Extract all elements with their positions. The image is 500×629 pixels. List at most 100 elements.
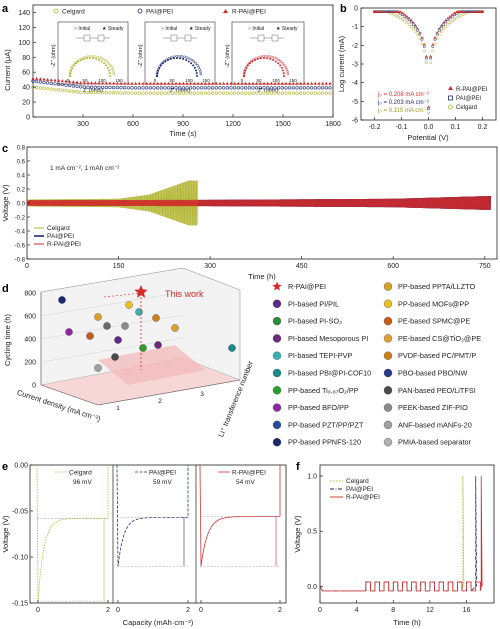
legend-d-left-0: R-PAI@PEI — [288, 282, 326, 291]
ytick-label-d-2: 2 — [158, 398, 162, 405]
point-a-pai — [269, 86, 273, 90]
xtick-label-a-1500: 1500 — [275, 121, 291, 128]
ytick-label-a-120: 120 — [18, 25, 30, 32]
point-a-celgard — [299, 91, 303, 95]
point-b-celgard — [444, 25, 448, 29]
point-a-celgard — [64, 88, 68, 93]
point-a-celgard — [90, 90, 94, 95]
legend-d-left-4: PI-based TEPI-PVP — [288, 351, 352, 360]
xtick-label-b-0.1: 0.1 — [451, 124, 461, 131]
legend-e-name-0: Celgard — [69, 470, 92, 477]
point-a-pai — [328, 86, 332, 90]
inset-xtick-0: 0 — [241, 78, 244, 83]
point-b-pai — [418, 32, 422, 36]
xtick-label-e-0: 0 — [199, 607, 203, 614]
point-a-celgard — [68, 89, 72, 93]
point-a-rpai — [174, 81, 178, 85]
panel-a-insets: ○ Initial ★ Steady Z' (ohm) -Z'' (ohm) 0 50 10… — [51, 21, 305, 94]
panel-c-ylabel: Voltage (V) — [1, 184, 10, 222]
point-a-rpai — [167, 81, 171, 85]
xtick-label-a-600: 600 — [127, 121, 139, 128]
point-b-pai — [429, 56, 432, 60]
point-a-rpai — [225, 81, 229, 85]
point-a-rpai — [244, 81, 248, 85]
legend-b-marker-pai — [448, 95, 453, 101]
point-a-celgard — [302, 91, 306, 95]
point-a-pai — [299, 86, 303, 90]
inset-steady-point — [243, 69, 246, 72]
inset-legend-steady: ★ Steady — [102, 26, 124, 32]
point-a-pai — [196, 86, 200, 90]
legend-b-celgard: Celgard — [456, 105, 477, 111]
inset-steady-point — [282, 72, 285, 75]
series-c-rpai — [26, 195, 491, 211]
inset-steady-point — [187, 60, 190, 63]
legend-d-right-0: PP-based PPTA/LLZTO — [398, 282, 476, 291]
point-b-celgard — [431, 49, 435, 53]
legend-b-pai: PAI@PEI — [456, 96, 481, 102]
point-b-rpai — [435, 30, 439, 34]
inset-xtick-100: 100 — [272, 78, 280, 83]
inset-initial-point — [197, 66, 201, 69]
point-b-rpai — [455, 10, 458, 13]
point-b-celgard — [424, 61, 428, 65]
point-a-pai — [251, 86, 255, 90]
point-a-pai — [156, 86, 160, 90]
ytick-label-b--5: -5 — [352, 99, 358, 106]
point-a-pai — [163, 86, 167, 90]
inset-steady-point — [108, 69, 111, 72]
point-a-celgard — [321, 91, 325, 95]
point-b-celgard — [427, 111, 430, 115]
ytick-label-a-0: 0 — [26, 115, 30, 122]
point-a-pai — [82, 85, 86, 89]
ytick-label-c--0.8: -0.8 — [15, 258, 26, 264]
ytick-label-e--0.05: -0.05 — [12, 509, 28, 516]
panel-e-frame — [29, 464, 287, 604]
point-a-rpai — [211, 81, 215, 85]
point-a-rpai — [82, 81, 86, 85]
point-a-rpai — [141, 81, 145, 85]
inset-steady-point — [190, 62, 193, 65]
point-a-celgard — [123, 91, 127, 95]
xtick-label-e-0: 0 — [36, 607, 40, 614]
legend-pai: PAI@PEI — [146, 9, 173, 16]
inset-initial-point — [112, 70, 115, 74]
panel-a-letter: a — [2, 3, 9, 15]
point-b-pai — [412, 23, 415, 26]
inset-xtick-150: 150 — [202, 78, 210, 83]
point-b-celgard — [418, 37, 422, 41]
point-b-rpai — [444, 18, 448, 22]
point-a-rpai — [207, 81, 211, 85]
legend-d-dot — [272, 368, 282, 378]
point-a-pai — [115, 86, 119, 90]
legend-d-right-8: ANF-based mANFs-20 — [398, 420, 472, 429]
grid-d-line — [40, 291, 184, 317]
point-b-rpai — [407, 16, 411, 20]
inset-steady-point — [72, 64, 75, 67]
point-a-rpai — [324, 81, 328, 85]
point-a-pai — [247, 86, 251, 90]
ztick-label-d-400: 400 — [24, 337, 36, 344]
inset-legend-steady: ★ Steady — [189, 26, 211, 32]
panel-f-frame — [319, 464, 495, 604]
point-b-rpai — [420, 35, 424, 39]
xtick-label-f-4: 4 — [355, 607, 359, 614]
ytick-label-c-0.4: 0.4 — [17, 174, 26, 180]
inset-steady-point — [243, 75, 245, 77]
point-b-celgard — [403, 19, 407, 23]
inset-initial-point — [286, 73, 290, 76]
point-b-pai — [414, 25, 417, 29]
inset-steady-point — [69, 75, 71, 77]
panel-d-ticks: 0 200 400 600 800 1 2 3 — [24, 291, 204, 413]
inset-steady-point — [156, 75, 158, 77]
point-a-pai — [280, 86, 284, 90]
inset-initial-point — [178, 54, 181, 58]
data-point-d — [228, 344, 236, 352]
point-a-pai — [112, 85, 116, 90]
legend-d-dot — [272, 420, 282, 430]
point-b-celgard — [420, 42, 424, 46]
point-b-rpai — [470, 10, 473, 13]
legend-d-left-7: PP-based BFO/PP — [288, 403, 349, 412]
point-a-pai — [57, 82, 61, 86]
